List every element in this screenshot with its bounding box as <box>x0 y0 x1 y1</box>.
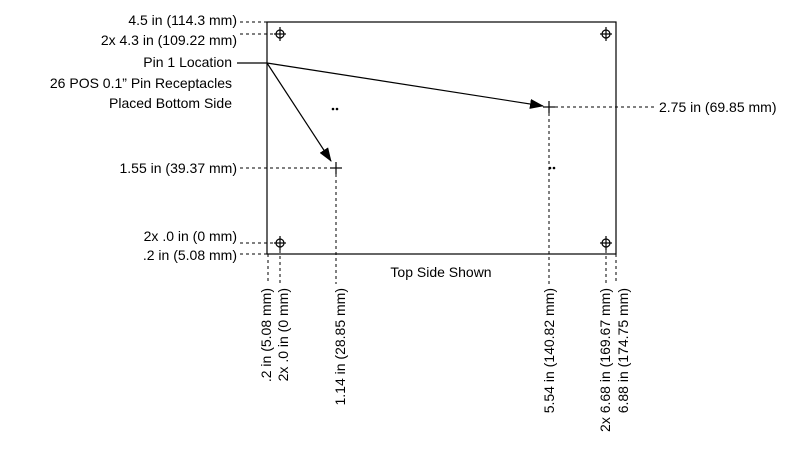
mounting-hole-bottom-right-icon <box>600 236 612 250</box>
pin1-right-marker-icon <box>543 101 555 113</box>
top-side-shown-note: Top Side Shown <box>390 264 491 280</box>
pin1-left-marker-icon <box>330 162 342 174</box>
pin1-arrow-to-left <box>266 62 332 162</box>
label-x-right: 6.88 in (174.75 mm) <box>615 288 631 413</box>
label-x-zero: 2x .0 in (0 mm) <box>275 288 291 381</box>
pin1-arrow-to-right <box>266 62 544 109</box>
label-x-holes-left: .2 in (5.08 mm) <box>258 288 274 382</box>
mounting-hole-top-left-icon <box>274 27 286 41</box>
label-y-holes-bottom: .2 in (5.08 mm) <box>143 247 237 263</box>
label-x-pin-right: 5.54 in (140.82 mm) <box>541 288 557 413</box>
receptacle-dots-lower <box>548 166 556 170</box>
callout-line-3: Placed Bottom Side <box>109 95 232 111</box>
receptacle-dots-upper <box>331 107 339 111</box>
callout-line-2: 26 POS 0.1” Pin Receptacles <box>50 75 232 91</box>
label-x-holes-right: 2x 6.68 in (169.67 mm) <box>597 288 613 432</box>
callout-line-1: Pin 1 Location <box>143 54 232 70</box>
label-y-top: 4.5 in (114.3 mm) <box>128 12 237 28</box>
label-x-pin-left: 1.14 in (28.85 mm) <box>332 288 348 406</box>
mounting-hole-bottom-left-icon <box>274 236 286 250</box>
label-y-pin-left: 1.55 in (39.37 mm) <box>120 160 238 176</box>
board-outline <box>266 21 617 255</box>
mounting-hole-top-right-icon <box>600 27 612 41</box>
label-y-zero: 2x .0 in (0 mm) <box>144 228 237 244</box>
label-y-holes-top: 2x 4.3 in (109.22 mm) <box>101 32 237 48</box>
label-y-pin-right: 2.75 in (69.85 mm) <box>659 99 777 115</box>
